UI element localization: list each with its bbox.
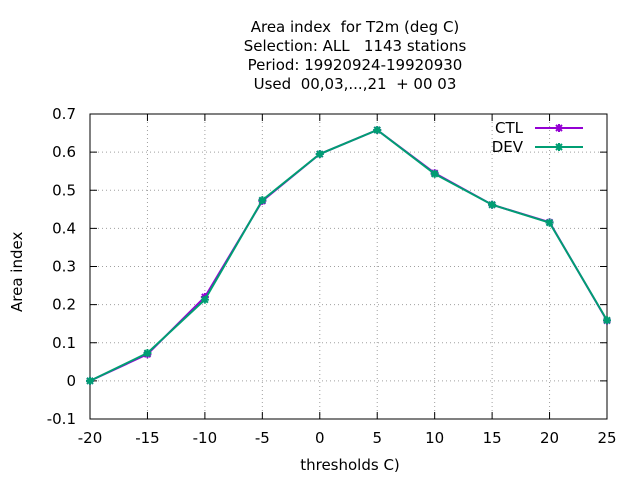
data-point-dev: [545, 218, 554, 227]
axes: [89, 113, 608, 420]
point-dot: [317, 151, 323, 157]
data-point-dev: [258, 196, 267, 205]
legend-marker: [555, 124, 563, 132]
series-lines: [86, 126, 611, 385]
y-tick-label: 0: [66, 372, 76, 390]
data-point-dev: [200, 295, 209, 304]
x-tick-label: 20: [540, 429, 559, 447]
x-tick-label: -20: [78, 429, 103, 447]
x-tick-label: -5: [255, 429, 270, 447]
x-tick-label: -15: [135, 429, 160, 447]
point-dot: [374, 127, 380, 133]
title-line-4: Used 00,03,...,21 + 00 03: [253, 75, 457, 93]
legend-marker: [555, 143, 563, 151]
point-dot: [259, 197, 265, 203]
grid-lines: [90, 114, 607, 419]
x-tick-label: 5: [372, 429, 382, 447]
legend-entry-dev: DEV: [492, 138, 583, 156]
y-tick-label: 0.6: [52, 143, 76, 161]
data-point-dev: [143, 349, 152, 358]
legend-label: CTL: [495, 119, 524, 137]
y-tick-label: -0.1: [47, 410, 76, 428]
y-tick-label: 0.4: [52, 219, 76, 237]
x-tick-label: 25: [597, 429, 616, 447]
y-tick-label: 0.7: [52, 105, 76, 123]
data-point-dev: [373, 126, 382, 135]
data-point-dev: [603, 316, 611, 325]
data-point-dev: [488, 200, 497, 209]
y-tick-label: 0.5: [52, 181, 76, 199]
point-dot: [489, 202, 495, 208]
point-dot: [144, 350, 150, 356]
legend-label: DEV: [492, 138, 524, 156]
y-axis-label: Area index: [8, 231, 26, 312]
x-tick-label: -10: [193, 429, 218, 447]
title-line-1: Area index for T2m (deg C): [250, 18, 460, 36]
title-line-3: Period: 19920924-19920930: [247, 56, 463, 74]
data-point-dev: [86, 376, 94, 385]
point-dot: [547, 220, 553, 226]
series-line-dev: [89, 128, 608, 382]
y-tick-label: 0.2: [52, 296, 76, 314]
title-line-2: Selection: ALL 1143 stations: [243, 37, 467, 55]
y-tick-label: 0.1: [52, 334, 76, 352]
plot-frame: [89, 113, 608, 420]
series-line-ctl: [89, 128, 608, 382]
data-point-dev: [315, 150, 324, 159]
point-dot: [432, 171, 438, 177]
x-axis-label: thresholds C): [300, 456, 400, 474]
point-dot: [87, 378, 93, 384]
x-tick-label: 0: [315, 429, 325, 447]
x-tick-label: 10: [425, 429, 444, 447]
y-tick-label: 0.3: [52, 258, 76, 276]
tick-marks: -20 -15 -10 -5 0 5 10 15 20 25 -0.1 0 0.1 0.2 0.3 0.4 0.…: [47, 105, 617, 447]
point-dot: [604, 317, 610, 323]
x-tick-label: 15: [483, 429, 502, 447]
legend-entry-ctl: CTL: [495, 119, 583, 137]
data-point-dev: [430, 169, 439, 178]
point-dot: [202, 297, 208, 303]
